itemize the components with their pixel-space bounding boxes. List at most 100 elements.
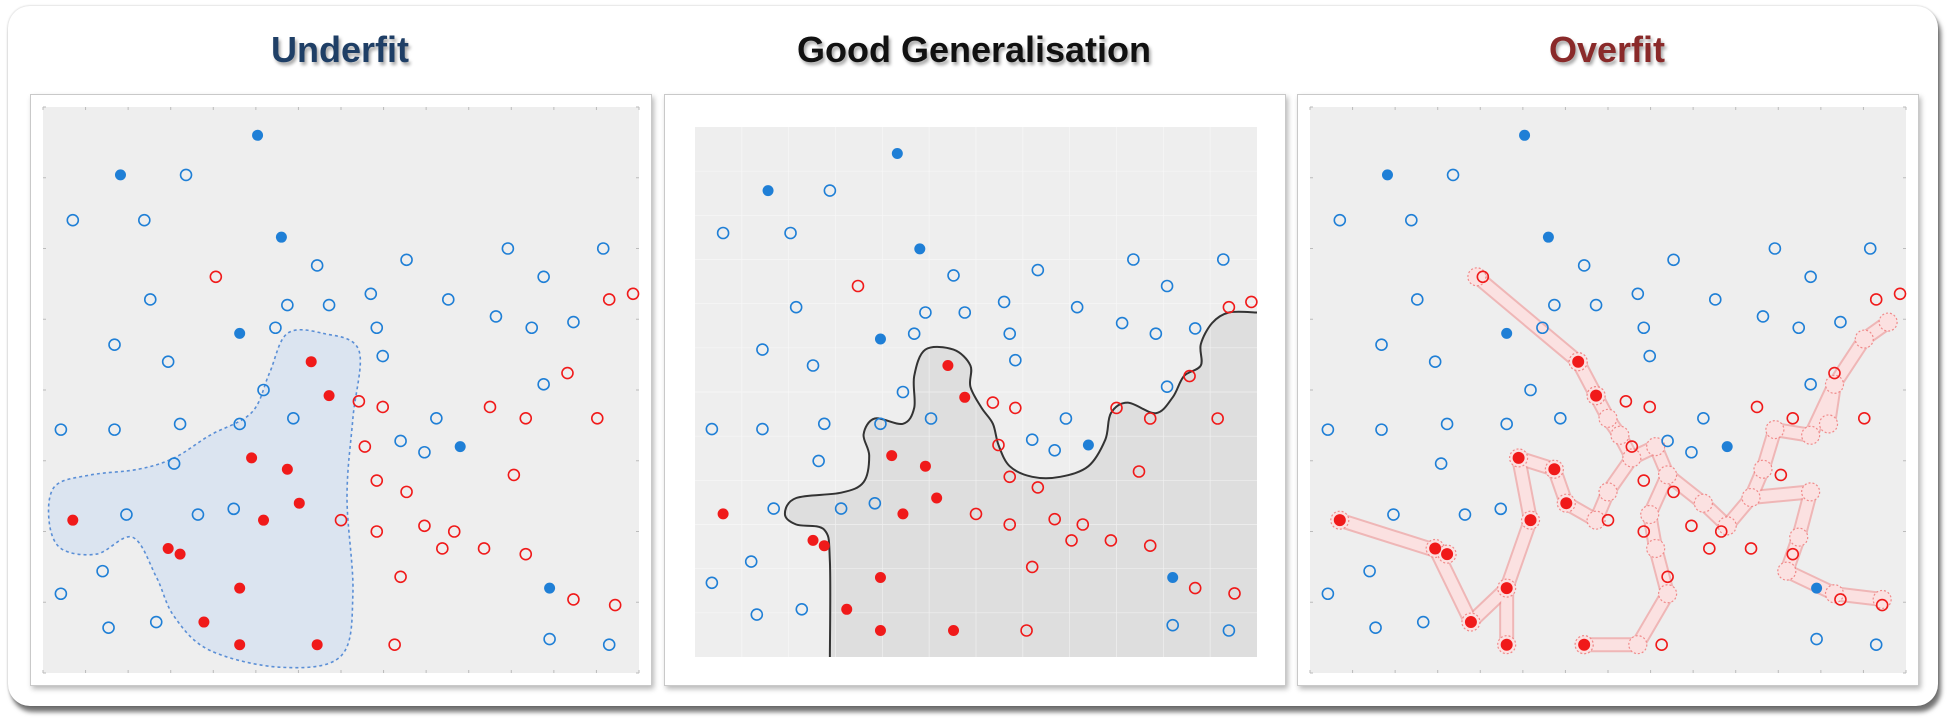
blue-hollow-point [1500, 417, 1513, 431]
blue-hollow-point [1405, 213, 1418, 227]
red-hollow-point [851, 279, 865, 293]
red-hollow-point [608, 598, 622, 612]
blue-hollow-point [1869, 638, 1883, 652]
red-filled-point [948, 625, 960, 636]
red-hollow-point [1703, 542, 1716, 555]
blue-filled-point [762, 185, 774, 197]
blue-hollow-point [750, 608, 764, 621]
red-hollow-point [507, 468, 521, 482]
overfit-halo [1717, 516, 1737, 536]
blue-hollow-point [66, 213, 80, 227]
blue-hollow-point [1577, 259, 1591, 272]
blue-hollow-point [716, 226, 730, 240]
overfit-halo [1640, 504, 1660, 525]
blue-hollow-point [1804, 270, 1817, 284]
blue-hollow-point [1375, 338, 1388, 352]
red-filled-point [942, 360, 954, 371]
blue-hollow-point [705, 576, 719, 590]
overfit-halo [1777, 561, 1797, 581]
blue-hollow-point [525, 321, 539, 335]
overfit-halo [1854, 329, 1874, 349]
blue-hollow-point [1009, 353, 1022, 367]
overfit-halo [1628, 635, 1648, 655]
blue-hollow-point [812, 454, 825, 468]
blue-hollow-point [806, 359, 820, 372]
red-hollow-point [1110, 401, 1123, 415]
blue-hollow-point [1756, 310, 1770, 323]
red-filled-point [1590, 389, 1603, 402]
blue-hollow-point [767, 502, 780, 515]
blue-filled-point [1721, 441, 1733, 453]
blue-hollow-point [1375, 423, 1388, 436]
blue-filled-point [914, 243, 926, 255]
overfit-halo [1622, 448, 1642, 468]
blue-hollow-point [1059, 412, 1073, 425]
blue-hollow-point [173, 417, 187, 431]
overfit-halo [1801, 425, 1821, 445]
red-hollow-point [1025, 560, 1039, 574]
blue-hollow-point [789, 300, 803, 314]
red-hollow-point [376, 400, 390, 414]
red-filled-point [174, 548, 186, 560]
blue-hollow-point [756, 343, 769, 356]
red-hollow-point [483, 400, 497, 414]
red-filled-point [1512, 451, 1525, 464]
good-generalisation-title: Good Generalisation [796, 29, 1152, 70]
blue-hollow-point [1643, 349, 1657, 363]
overfit-halo [1789, 527, 1809, 547]
underfit-panel [30, 94, 652, 686]
blue-hollow-point [1321, 587, 1335, 601]
blue-hollow-point [108, 423, 121, 436]
red-hollow-point [1893, 287, 1907, 301]
red-filled-point [919, 460, 931, 472]
blue-hollow-point [1661, 434, 1674, 448]
blue-filled-point [275, 231, 287, 243]
blue-hollow-point [1333, 213, 1347, 227]
blue-hollow-point [376, 349, 390, 363]
blue-hollow-point [364, 287, 378, 301]
red-filled-point [717, 508, 729, 520]
blue-hollow-point [1149, 327, 1163, 340]
good-decision-region [784, 311, 1257, 657]
red-hollow-point [1222, 300, 1236, 314]
overfit-halo [1658, 584, 1678, 604]
red-hollow-point [1048, 512, 1061, 526]
red-filled-point [807, 534, 819, 546]
red-hollow-point [519, 547, 533, 561]
blue-hollow-point [96, 564, 109, 578]
blue-hollow-point [281, 298, 294, 312]
overfit-halo [1610, 425, 1630, 445]
red-filled-point [258, 514, 270, 526]
red-filled-point [874, 572, 886, 583]
blue-hollow-point [370, 321, 384, 335]
red-hollow-point [447, 525, 461, 538]
blue-filled-point [1167, 572, 1179, 583]
blue-hollow-point [543, 632, 556, 646]
blue-filled-point [234, 327, 246, 339]
blue-hollow-point [149, 615, 163, 629]
red-hollow-point [1774, 468, 1788, 482]
overfit-halo [1586, 510, 1606, 530]
blue-hollow-point [1160, 380, 1174, 394]
red-filled-point [1524, 514, 1537, 527]
overfit-halo [1658, 465, 1678, 485]
blue-hollow-point [322, 298, 336, 312]
blue-filled-point [1082, 439, 1094, 451]
blue-hollow-point [919, 306, 932, 319]
blue-hollow-point [1458, 508, 1472, 521]
blue-hollow-point [143, 293, 157, 306]
blue-hollow-point [400, 253, 413, 267]
red-hollow-point [519, 411, 533, 425]
red-hollow-point [590, 411, 604, 425]
red-filled-point [246, 452, 258, 464]
red-hollow-point [400, 485, 413, 499]
good-generalisation-scatter-plot [695, 127, 1258, 658]
red-hollow-point [992, 438, 1005, 452]
blue-hollow-point [1363, 564, 1376, 578]
red-hollow-point [1003, 470, 1017, 484]
red-hollow-point [969, 507, 983, 521]
blue-hollow-point [489, 310, 503, 323]
underfit-decision-region [47, 328, 362, 669]
blue-hollow-point [1446, 168, 1460, 182]
red-filled-point [1429, 542, 1442, 555]
